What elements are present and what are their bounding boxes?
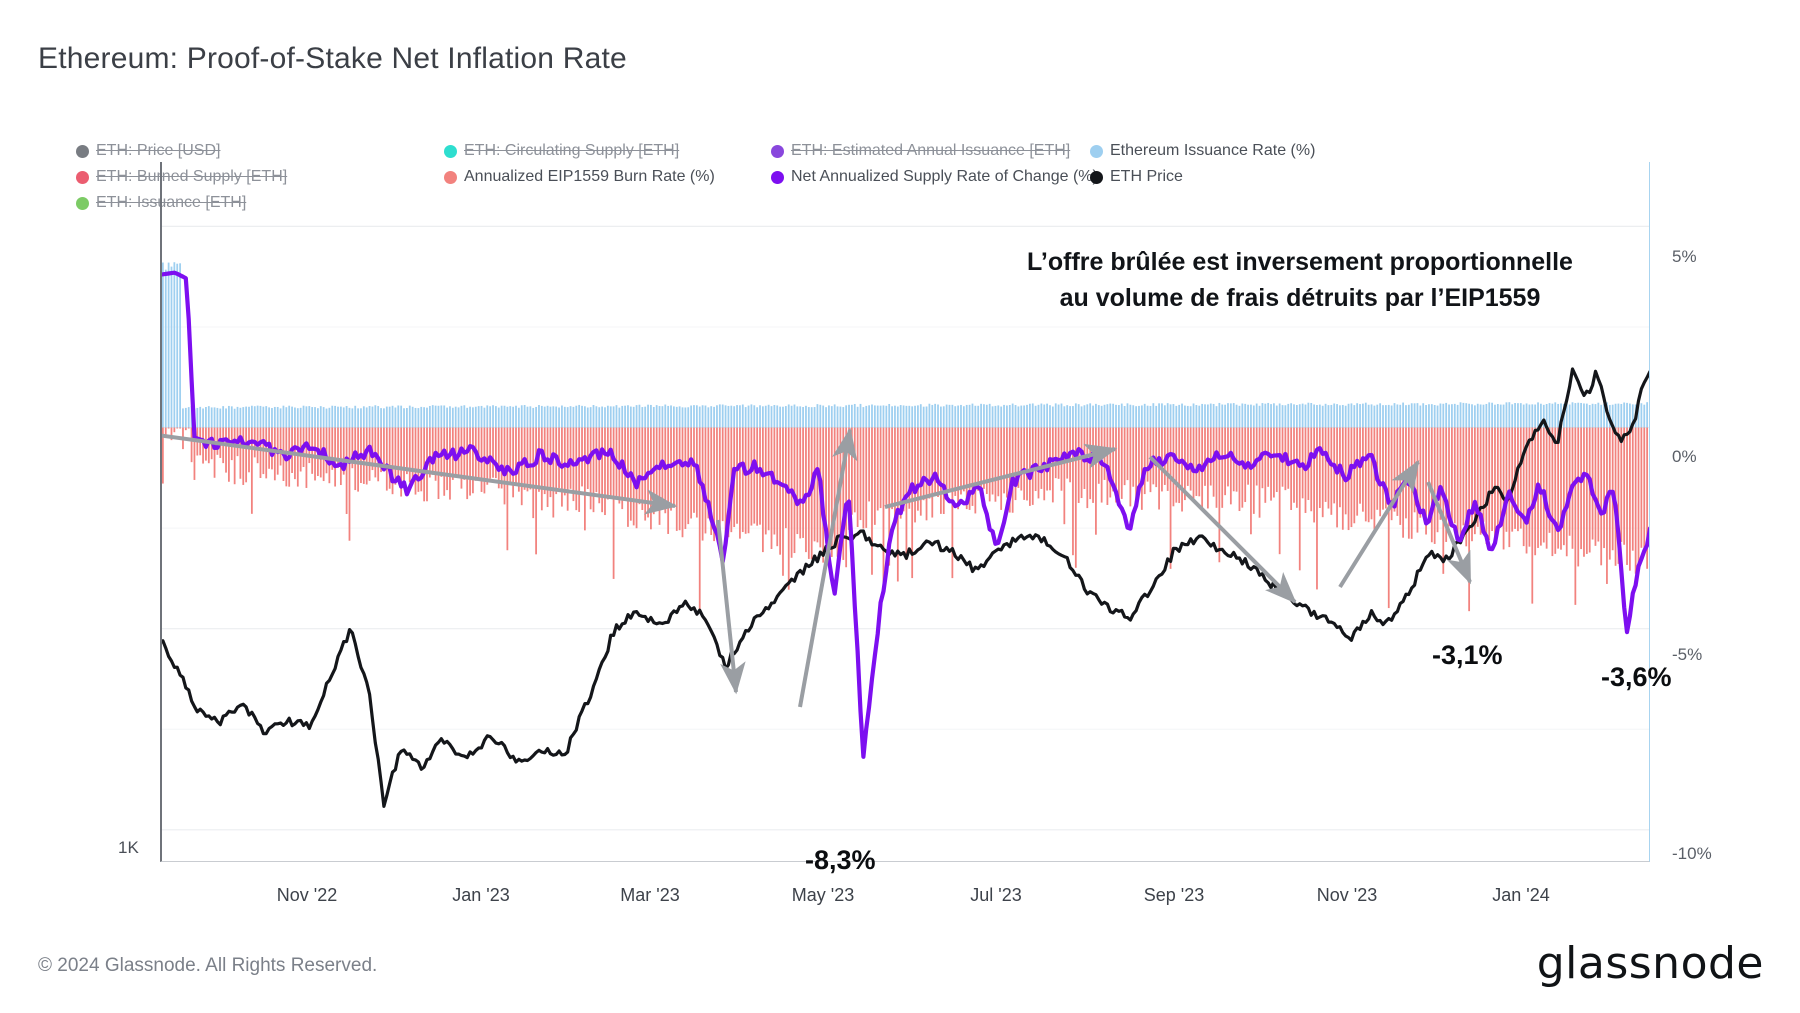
y-axis-right-tick: -10% <box>1672 844 1712 863</box>
legend-color-dot <box>444 144 457 158</box>
y-axis-left-tick: 1K <box>118 838 139 857</box>
y-axis-right-tick: 0% <box>1672 447 1697 466</box>
legend-item-label: ETH: Estimated Annual Issuance [ETH] <box>791 142 1071 159</box>
copyright-text: © 2024 Glassnode. All Rights Reserved. <box>38 955 378 976</box>
legend-item-net-annualized-supply-rate[interactable]: Net Annualized Supply Rate of Change (%) <box>771 168 1098 186</box>
chart-legend: ETH: Price [USD] ETH: Circulating Supply… <box>76 138 1496 216</box>
legend-item-label: ETH: Issuance [ETH] <box>96 194 247 211</box>
x-axis-tick: Nov '23 <box>1316 885 1378 905</box>
legend-item-label: ETH Price <box>1110 168 1183 185</box>
annotation-value-last: -3,6% <box>1601 662 1672 692</box>
legend-color-dot <box>76 144 89 158</box>
legend-color-dot <box>76 170 89 184</box>
y-axis-right-tick: -5% <box>1672 645 1703 664</box>
legend-item-circulating-supply[interactable]: ETH: Circulating Supply [ETH] <box>444 142 771 160</box>
legend-item-eth-price[interactable]: ETH Price <box>1090 168 1390 186</box>
annotation-value-mid: -3,1% <box>1432 640 1503 670</box>
legend-item-eth-price-usd[interactable]: ETH: Price [USD] <box>76 142 444 160</box>
legend-color-dot <box>1090 170 1103 184</box>
chart-plot-frame <box>160 162 1650 862</box>
legend-item-label: ETH: Circulating Supply [ETH] <box>464 142 680 159</box>
chart-callout-note: L’offre brûlée est inversement proportio… <box>1000 245 1600 316</box>
legend-item-estimated-annual-issuance[interactable]: ETH: Estimated Annual Issuance [ETH] <box>771 142 1090 160</box>
glassnode-logo: glassnode <box>1536 938 1764 989</box>
legend-item-issuance-rate[interactable]: Ethereum Issuance Rate (%) <box>1090 142 1390 160</box>
y-axis-right-tick: 5% <box>1672 247 1697 266</box>
x-axis-tick: Jan '24 <box>1492 885 1550 905</box>
legend-row: ETH: Burned Supply [ETH] Annualized EIP1… <box>76 164 1496 190</box>
chart-gridlines <box>160 225 1650 831</box>
series-eth-price-line <box>160 367 1650 808</box>
callout-line-1: L’offre brûlée est inversement proportio… <box>1027 248 1573 276</box>
series-issuance-rate-bars <box>160 262 1650 428</box>
x-axis-tick: May '23 <box>791 885 855 905</box>
legend-color-dot <box>1090 144 1103 158</box>
legend-color-dot <box>444 170 457 184</box>
chart-plot-area <box>160 162 1650 862</box>
legend-row: ETH: Price [USD] ETH: Circulating Supply… <box>76 138 1496 164</box>
callout-line-2: au volume de frais détruits par l’EIP155… <box>1059 283 1541 312</box>
x-axis-tick: Sep '23 <box>1143 885 1205 905</box>
x-axis-tick: Jul '23 <box>970 885 1022 905</box>
legend-item-label: Annualized EIP1559 Burn Rate (%) <box>464 168 715 185</box>
annotation-value-min: -8,3% <box>805 845 876 875</box>
legend-item-label: ETH: Price [USD] <box>96 142 221 159</box>
legend-item-burned-supply[interactable]: ETH: Burned Supply [ETH] <box>76 168 444 186</box>
legend-item-eip1559-burn-rate[interactable]: Annualized EIP1559 Burn Rate (%) <box>444 168 771 186</box>
legend-color-dot <box>771 144 784 158</box>
legend-item-label: ETH: Burned Supply [ETH] <box>96 168 288 185</box>
chart-annotation-arrows <box>160 427 1472 708</box>
x-axis-tick: Nov '22 <box>276 885 338 905</box>
legend-item-label: Net Annualized Supply Rate of Change (%) <box>791 168 1098 185</box>
x-axis-tick: Jan '23 <box>452 885 510 905</box>
x-axis-tick: Mar '23 <box>620 885 680 905</box>
legend-item-label: Ethereum Issuance Rate (%) <box>1110 142 1316 159</box>
legend-item-eth-issuance[interactable]: ETH: Issuance [ETH] <box>76 194 444 212</box>
legend-row: ETH: Issuance [ETH] <box>76 190 1496 216</box>
legend-color-dot <box>76 196 89 210</box>
chart-canvas <box>160 225 1650 831</box>
page-title: Ethereum: Proof-of-Stake Net Inflation R… <box>38 42 627 75</box>
legend-color-dot <box>771 170 784 184</box>
